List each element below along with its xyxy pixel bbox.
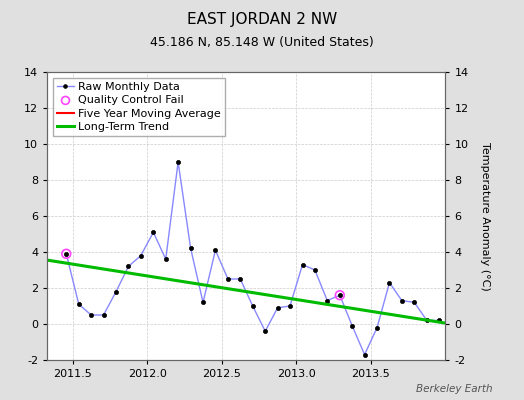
Text: 45.186 N, 85.148 W (United States): 45.186 N, 85.148 W (United States) bbox=[150, 36, 374, 49]
Raw Monthly Data bbox=[386, 280, 392, 285]
Raw Monthly Data bbox=[299, 262, 305, 267]
Raw Monthly Data bbox=[88, 313, 94, 318]
Raw Monthly Data bbox=[188, 246, 194, 251]
Raw Monthly Data bbox=[225, 277, 231, 282]
Text: EAST JORDAN 2 NW: EAST JORDAN 2 NW bbox=[187, 12, 337, 27]
Raw Monthly Data bbox=[287, 304, 293, 308]
Raw Monthly Data bbox=[237, 277, 244, 282]
Raw Monthly Data bbox=[411, 300, 418, 305]
Raw Monthly Data bbox=[262, 329, 268, 334]
Raw Monthly Data bbox=[175, 160, 181, 164]
Raw Monthly Data bbox=[349, 323, 355, 328]
Quality Control Fail bbox=[62, 250, 70, 257]
Raw Monthly Data bbox=[125, 264, 132, 269]
Raw Monthly Data bbox=[312, 268, 318, 272]
Raw Monthly Data bbox=[101, 313, 107, 318]
Raw Monthly Data bbox=[212, 248, 219, 253]
Raw Monthly Data bbox=[423, 318, 430, 323]
Raw Monthly Data bbox=[336, 293, 343, 298]
Raw Monthly Data bbox=[113, 289, 119, 294]
Raw Monthly Data bbox=[75, 302, 82, 306]
Raw Monthly Data bbox=[436, 318, 442, 323]
Raw Monthly Data bbox=[63, 252, 69, 256]
Y-axis label: Temperature Anomaly (°C): Temperature Anomaly (°C) bbox=[479, 142, 489, 290]
Raw Monthly Data bbox=[200, 300, 206, 305]
Raw Monthly Data bbox=[324, 298, 331, 303]
Line: Raw Monthly Data: Raw Monthly Data bbox=[64, 160, 441, 357]
Raw Monthly Data bbox=[138, 253, 144, 258]
Raw Monthly Data bbox=[374, 325, 380, 330]
Text: Berkeley Earth: Berkeley Earth bbox=[416, 384, 493, 394]
Quality Control Fail bbox=[335, 292, 344, 298]
Raw Monthly Data bbox=[399, 298, 405, 303]
Raw Monthly Data bbox=[249, 304, 256, 308]
Raw Monthly Data bbox=[275, 306, 281, 310]
Raw Monthly Data bbox=[362, 352, 368, 357]
Raw Monthly Data bbox=[150, 230, 157, 234]
Legend: Raw Monthly Data, Quality Control Fail, Five Year Moving Average, Long-Term Tren: Raw Monthly Data, Quality Control Fail, … bbox=[53, 78, 225, 136]
Raw Monthly Data bbox=[162, 257, 169, 262]
